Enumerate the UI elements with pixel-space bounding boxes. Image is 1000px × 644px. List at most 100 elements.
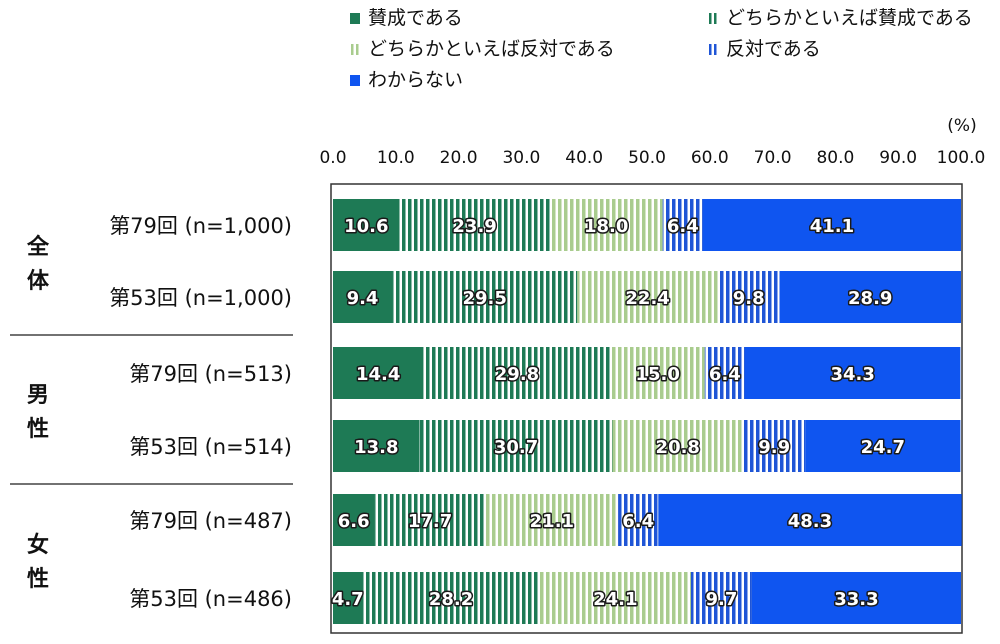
- bar-segment: [485, 494, 619, 546]
- bar-segment: [549, 199, 663, 251]
- x-tick-label: 90.0: [879, 148, 917, 168]
- legend-label-5: わからない: [368, 69, 463, 91]
- bar-segment: [612, 420, 744, 472]
- x-tick-label: 70.0: [754, 148, 792, 168]
- x-tick-label: 30.0: [502, 148, 540, 168]
- bar-segment: [658, 494, 962, 546]
- legend-label-1: 賛成である: [368, 7, 463, 29]
- legend-icon-4: [709, 44, 717, 55]
- bar-segment: [662, 199, 703, 251]
- bar-segment: [333, 494, 375, 546]
- bar-segment: [333, 271, 393, 323]
- legend-label-4: 反対である: [726, 38, 821, 60]
- bar-segment: [333, 420, 420, 472]
- bars: [333, 199, 962, 624]
- bar-segment: [690, 572, 752, 624]
- group-label-char: 性: [27, 567, 49, 592]
- bar-segment: [618, 494, 659, 546]
- x-tick-label: 40.0: [565, 148, 603, 168]
- group-label-char: 全: [26, 234, 50, 260]
- bar-segment: [577, 271, 718, 323]
- legend-icon-3: [351, 44, 359, 55]
- x-tick-label: 80.0: [816, 148, 854, 168]
- data-label: 28.2: [429, 589, 473, 610]
- x-tick-label: 100.0: [937, 148, 986, 168]
- legend-label-2: どちらかといえば賛成である: [726, 7, 973, 29]
- data-label: 29.8: [495, 364, 539, 385]
- data-label: 20.8: [656, 437, 700, 458]
- bar-segment: [704, 347, 745, 399]
- group-label-char: 性: [27, 417, 49, 442]
- data-label: 9.9: [758, 437, 790, 458]
- data-label: 10.6: [344, 216, 388, 237]
- legend-label-3: どちらかといえば反対である: [368, 38, 615, 60]
- data-label: 30.7: [494, 437, 538, 458]
- data-label: 9.8: [733, 288, 765, 309]
- bar-segment: [744, 347, 961, 399]
- data-label: 22.4: [625, 288, 669, 309]
- row-label: 第53回 (n=514): [129, 435, 292, 459]
- bar-segment: [805, 420, 961, 472]
- bar-segment: [333, 572, 363, 624]
- x-tick-label: 60.0: [691, 148, 729, 168]
- data-label: 14.4: [356, 364, 400, 385]
- data-label: 29.5: [462, 288, 506, 309]
- data-label: 9.7: [705, 589, 737, 610]
- value-labels: 10.6 23.9 18.0 6.4 41.1 9.4 29.5 22.4 9.8 28.9 14.…: [330, 215, 906, 612]
- data-label: 6.4: [709, 364, 741, 385]
- bar-segment: [779, 271, 961, 323]
- data-label: 41.1: [810, 216, 854, 237]
- unit-label: (%): [947, 116, 976, 136]
- bar-segment: [717, 271, 780, 323]
- plot-frame: [330, 183, 963, 634]
- data-label: 15.0: [635, 364, 679, 385]
- bar-segment: [362, 572, 540, 624]
- data-label: 23.9: [452, 216, 496, 237]
- data-label: 24.7: [861, 437, 905, 458]
- data-label: 6.6: [338, 511, 370, 532]
- bar-segment: [333, 347, 424, 399]
- legend-icon-1: [350, 13, 360, 24]
- row-label: 第53回 (n=1,000): [109, 286, 292, 310]
- group-label-char: 男: [27, 383, 49, 408]
- data-label: 13.8: [354, 437, 398, 458]
- bar-segment: [702, 199, 961, 251]
- data-label: 28.9: [848, 288, 892, 309]
- group-label-char: 体: [27, 269, 50, 294]
- bar-segment: [333, 199, 400, 251]
- bar-segment: [751, 572, 961, 624]
- data-label: 9.4: [347, 288, 379, 309]
- data-label: 34.3: [830, 364, 874, 385]
- data-label: 33.3: [834, 589, 878, 610]
- bar-segment: [423, 347, 611, 399]
- data-label: 24.1: [593, 589, 637, 610]
- legend-icon-2: [709, 13, 717, 24]
- row-label: 第53回 (n=486): [129, 587, 292, 611]
- row-label: 第79回 (n=513): [129, 362, 292, 386]
- bar-segment: [419, 420, 613, 472]
- bar-segment: [374, 494, 486, 546]
- legend-icon-5: [350, 75, 360, 86]
- group-label-char: 女: [27, 532, 49, 558]
- data-label: 6.4: [622, 511, 654, 532]
- x-tick-label: 10.0: [377, 148, 415, 168]
- data-label: 48.3: [788, 511, 832, 532]
- data-label: 6.4: [667, 216, 699, 237]
- bar-segment: [743, 420, 806, 472]
- data-label: 18.0: [584, 216, 628, 237]
- bar-segment: [399, 199, 550, 251]
- bar-segment: [539, 572, 691, 624]
- x-tick-label: 20.0: [440, 148, 478, 168]
- data-label: 4.7: [332, 589, 364, 610]
- bar-segment: [392, 271, 578, 323]
- row-labels: 第79回 (n=1,000) 第53回 (n=1,000) 第79回 (n=513)…: [109, 214, 292, 611]
- data-label: 21.1: [530, 511, 574, 532]
- row-label: 第79回 (n=1,000): [109, 214, 292, 238]
- x-tick-label: 0.0: [319, 148, 346, 168]
- group-separators: [10, 334, 293, 485]
- data-label: 17.7: [408, 511, 452, 532]
- bar-segment: [610, 347, 705, 399]
- x-tick-label: 50.0: [628, 148, 666, 168]
